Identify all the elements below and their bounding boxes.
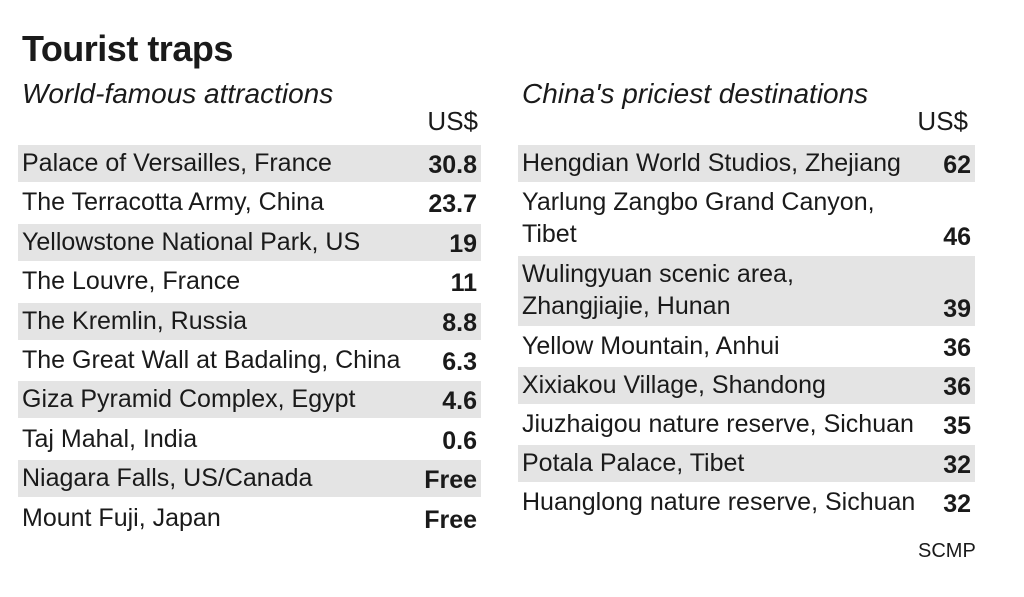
row-name: The Louvre, France	[22, 267, 241, 295]
table-row: Giza Pyramid Complex, Egypt 4.6	[18, 381, 481, 418]
table-row: The Kremlin, Russia 8.8	[18, 303, 481, 340]
row-name: Huanglong nature reserve, Sichuan	[522, 488, 916, 516]
row-value: 23.7	[428, 190, 477, 218]
row-name: The Terracotta Army, China	[22, 188, 324, 216]
row-value: 0.6	[442, 427, 477, 455]
row-name: Yellow Mountain, Anhui	[522, 332, 780, 360]
row-value: 62	[943, 151, 971, 179]
row-value: 4.6	[442, 387, 477, 415]
table-row: The Great Wall at Badaling, China 6.3	[18, 342, 481, 379]
table-row: Wulingyuan scenic area, Zhangjiajie, Hun…	[518, 256, 975, 326]
table-row: The Louvre, France 11	[18, 263, 481, 300]
row-value: 32	[943, 451, 971, 479]
row-value: 32	[943, 490, 971, 518]
table-row: The Terracotta Army, China 23.7	[18, 184, 481, 221]
row-name: Yellowstone National Park, US	[22, 228, 361, 256]
row-value: Free	[424, 466, 477, 494]
row-value: 6.3	[442, 348, 477, 376]
table-row: Potala Palace, Tibet 32	[518, 445, 975, 482]
right-table-unit: US$	[917, 106, 968, 136]
table-row: Xixiakou Village, Shandong 36	[518, 367, 975, 404]
row-value: 19	[449, 230, 477, 258]
table-row: Yarlung Zangbo Grand Canyon, Tibet 46	[518, 184, 975, 254]
source-credit: SCMP	[918, 540, 976, 562]
table-row: Taj Mahal, India 0.6	[18, 421, 481, 458]
left-table-unit: US$	[427, 106, 478, 136]
table-row: Yellow Mountain, Anhui 36	[518, 328, 975, 365]
row-name: Yarlung Zangbo Grand Canyon, Tibet	[522, 188, 875, 248]
row-value: Free	[424, 506, 477, 534]
table-row: Jiuzhaigou nature reserve, Sichuan 35	[518, 406, 975, 443]
row-value: 30.8	[428, 151, 477, 179]
chart-title: Tourist traps	[22, 28, 233, 69]
row-name: Taj Mahal, India	[22, 425, 198, 453]
table-row: Palace of Versailles, France 30.8	[18, 145, 481, 182]
table-row: Hengdian World Studios, Zhejiang 62	[518, 145, 975, 182]
row-value: 36	[943, 334, 971, 362]
row-value: 35	[943, 412, 971, 440]
row-value: 39	[943, 295, 971, 323]
row-value: 11	[450, 269, 477, 297]
row-name: Wulingyuan scenic area, Zhangjiajie, Hun…	[522, 260, 794, 320]
row-value: 36	[943, 373, 971, 401]
row-name: The Great Wall at Badaling, China	[22, 346, 401, 374]
row-value: 8.8	[442, 309, 477, 337]
row-name: Xixiakou Village, Shandong	[522, 371, 826, 399]
row-name: Hengdian World Studios, Zhejiang	[522, 149, 901, 177]
table-row: Huanglong nature reserve, Sichuan 32	[518, 484, 975, 521]
row-name: Mount Fuji, Japan	[22, 504, 221, 532]
row-name: Niagara Falls, US/Canada	[22, 464, 313, 492]
table-row: Niagara Falls, US/Canada Free	[18, 460, 481, 497]
row-name: Palace of Versailles, France	[22, 149, 332, 177]
table-row: Yellowstone National Park, US 19	[18, 224, 481, 261]
row-name: Giza Pyramid Complex, Egypt	[22, 385, 356, 413]
table-row: Mount Fuji, Japan Free	[18, 500, 481, 537]
right-table-title: China's priciest destinations	[522, 78, 869, 109]
row-name: Potala Palace, Tibet	[522, 449, 745, 477]
left-table-title: World-famous attractions	[22, 78, 334, 109]
row-name: Jiuzhaigou nature reserve, Sichuan	[522, 410, 914, 438]
row-value: 46	[943, 223, 971, 251]
row-name: The Kremlin, Russia	[22, 307, 248, 335]
